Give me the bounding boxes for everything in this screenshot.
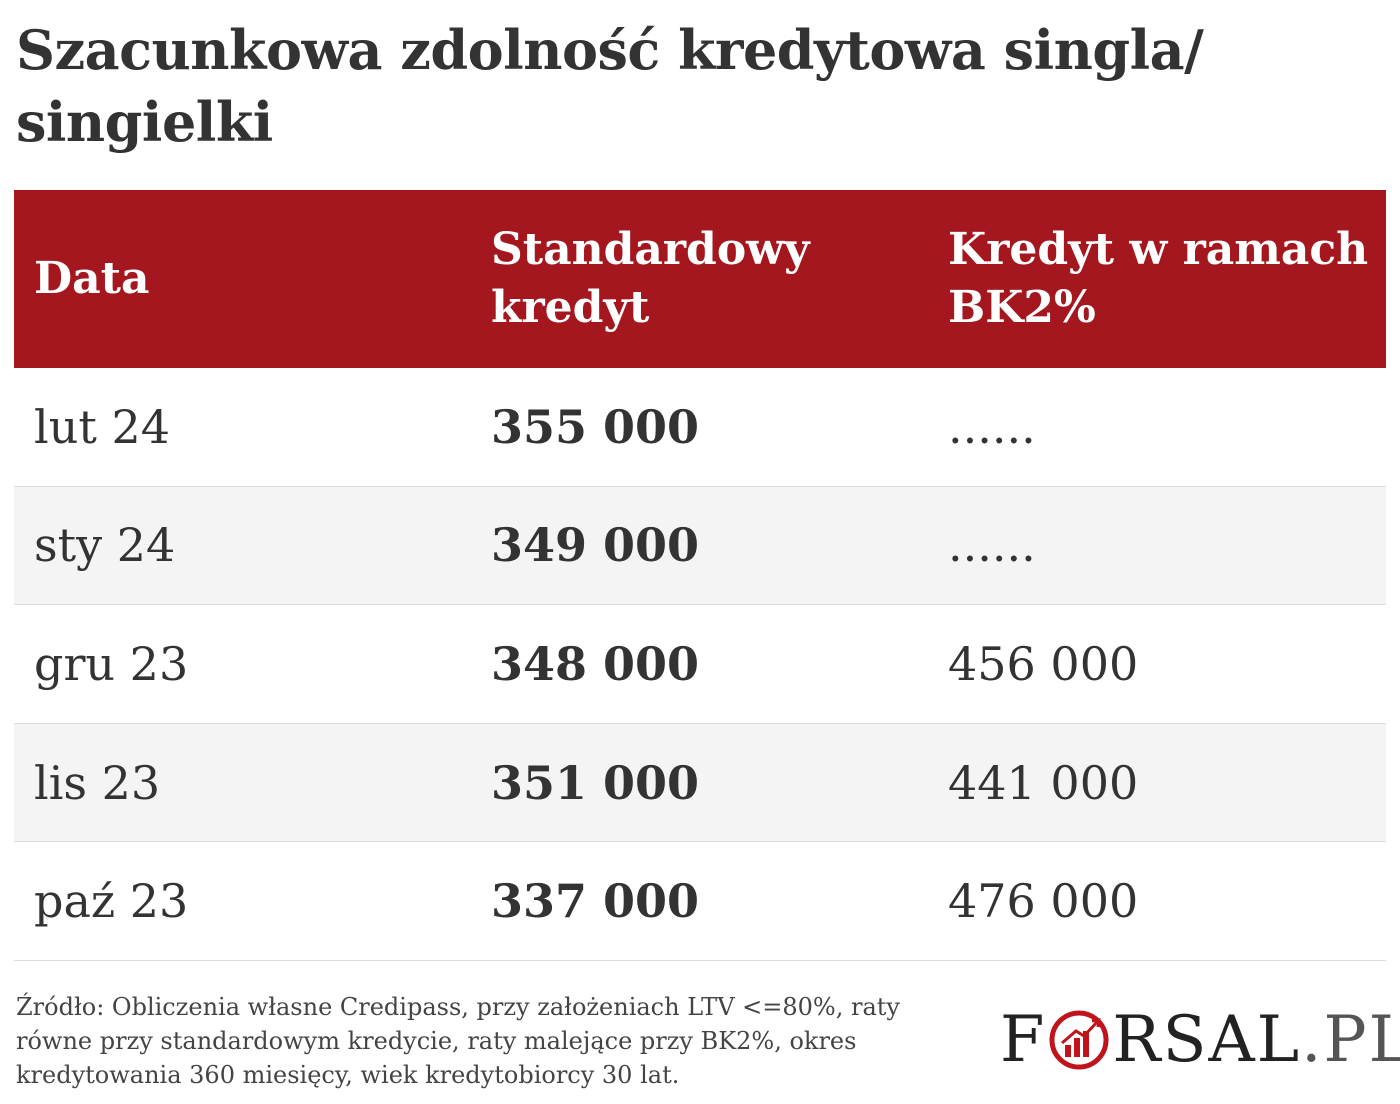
cell-standard: 355 000 [491, 399, 700, 454]
logo-chart-icon [1048, 1009, 1110, 1071]
table-row: lut 24 355 000 ...... [14, 368, 1386, 487]
chart-title: Szacunkowa zdolność kredytowa singla/ si… [16, 18, 1204, 154]
column-header-bk2: Kredyt w ramach BK2% [948, 224, 1369, 333]
cell-date: lut 24 [34, 399, 170, 454]
cell-bk2: 456 000 [948, 636, 1139, 691]
source-note: Źródło: Obliczenia własne Credipass, prz… [16, 993, 900, 1089]
table-row: gru 23 348 000 456 000 [14, 605, 1386, 724]
cell-date: sty 24 [34, 518, 176, 573]
cell-standard: 351 000 [491, 755, 700, 810]
cell-bk2: 441 000 [948, 755, 1139, 810]
table-row: lis 23 351 000 441 000 [14, 723, 1386, 843]
cell-bk2: ...... [948, 399, 1036, 454]
cell-standard: 349 000 [491, 518, 700, 573]
table-row: sty 24 349 000 ...... [14, 486, 1386, 606]
logo-letter-f: F [1000, 1003, 1047, 1077]
cell-bk2: ...... [948, 518, 1036, 573]
cell-date: lis 23 [34, 755, 161, 810]
cell-date: paź 23 [34, 874, 189, 929]
column-header-date: Data [34, 253, 150, 304]
cell-standard: 337 000 [491, 874, 700, 929]
forsal-logo: F RSAL .PL [1000, 1000, 1400, 1080]
data-table: Data Standardowy kredyt Kredyt w ramach … [14, 190, 1386, 961]
cell-date: gru 23 [34, 636, 189, 691]
column-header-standard: Standardowy kredyt [491, 224, 810, 333]
table-header: Data Standardowy kredyt Kredyt w ramach … [14, 190, 1386, 368]
logo-text-rsal: RSAL [1112, 1003, 1302, 1077]
table-row: paź 23 337 000 476 000 [14, 842, 1386, 961]
logo-text-pl: .PL [1301, 1003, 1400, 1077]
cell-bk2: 476 000 [948, 874, 1139, 929]
cell-standard: 348 000 [491, 636, 700, 691]
